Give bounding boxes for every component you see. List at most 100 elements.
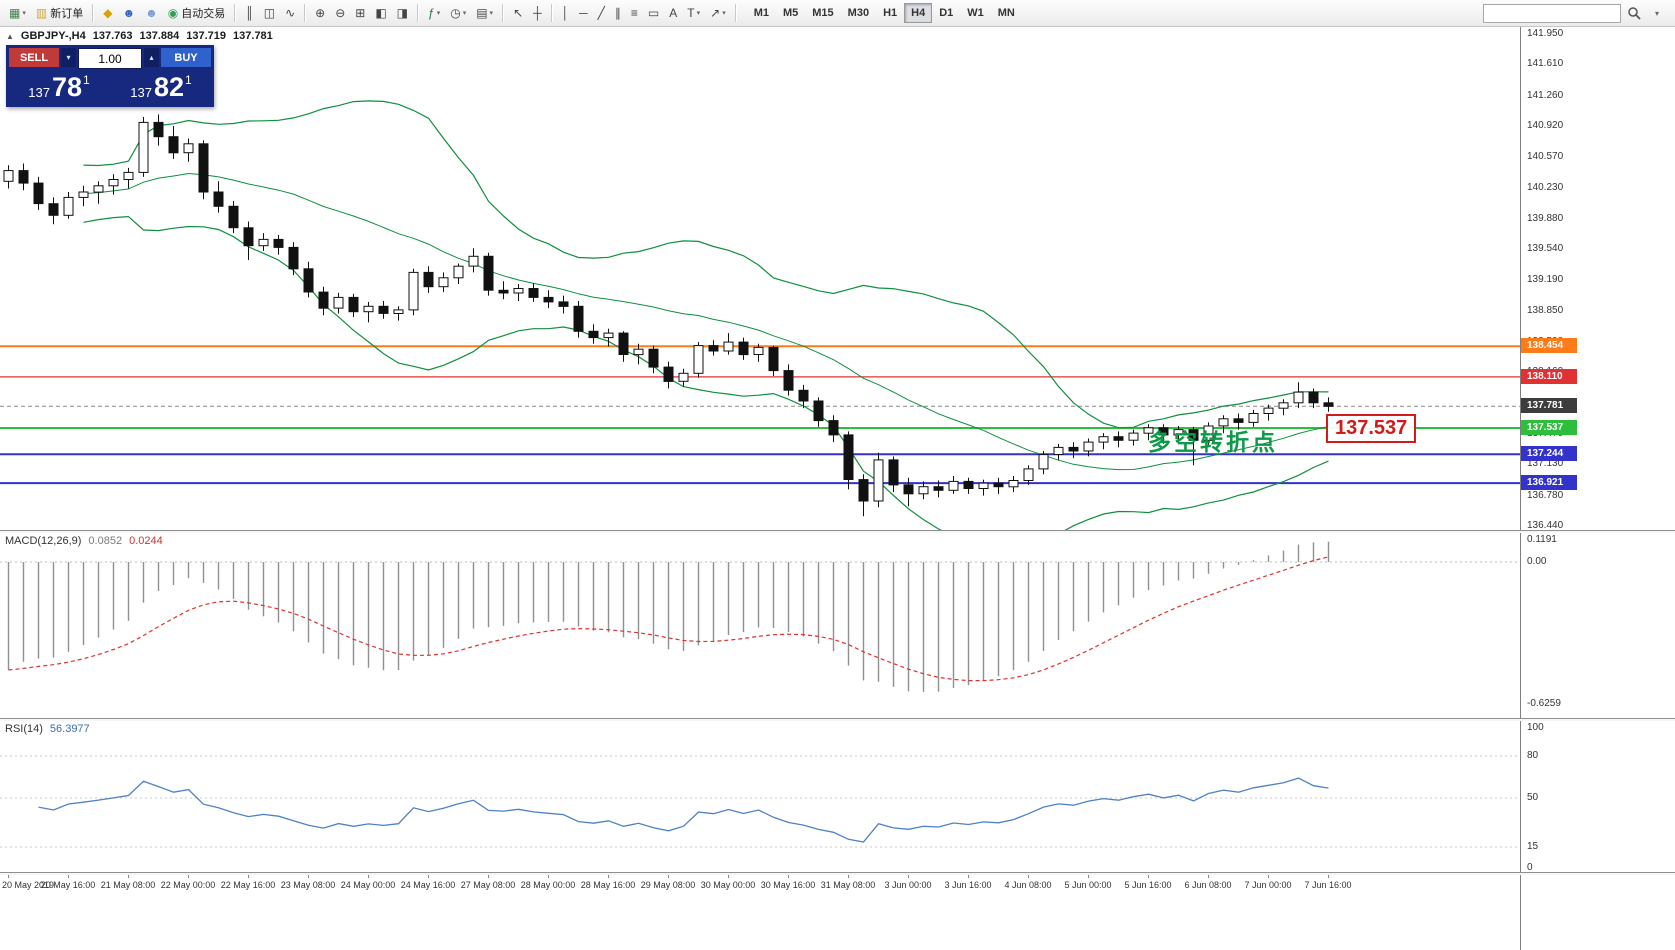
cursor-button[interactable]: ↖	[508, 2, 528, 24]
panel-splitter[interactable]	[0, 530, 1675, 533]
chevron-down-icon: ▾	[436, 10, 441, 17]
rsi-scale-label: 80	[1527, 750, 1539, 761]
sell-button[interactable]: SELL	[9, 48, 59, 67]
fibonacci-button[interactable]: ≡	[626, 2, 643, 24]
horizontal-line-button[interactable]: ─	[574, 2, 593, 24]
time-axis-label: 7 Jun 16:00	[1304, 880, 1352, 890]
crosshair-button[interactable]: ┼	[528, 2, 547, 24]
chart-profiles-icon: ◆	[103, 6, 113, 20]
timeframe-h4-button[interactable]: H4	[904, 3, 933, 23]
price-tick-label: 141.950	[1527, 28, 1564, 39]
zoom-in-button[interactable]: ⊕	[310, 2, 330, 24]
candlestick-type-button[interactable]: ◫	[259, 2, 280, 24]
time-axis[interactable]: 20 May 2019 20 May 16:00 21 May 08:00 22 Ma…	[0, 874, 1520, 950]
volume-down-button[interactable]: ▾	[61, 48, 76, 67]
timeframe-toolbar: M1 M5 M15 M30 H1 H4 D1 W1 MN	[747, 3, 1022, 23]
price-tick-label: 141.260	[1527, 90, 1564, 101]
chart-profiles-button[interactable]: ◆	[98, 2, 117, 24]
time-axis-label: 29 May 08:00	[640, 880, 696, 890]
tile-windows-button[interactable]: ⊞	[350, 2, 370, 24]
time-axis-label: 24 May 00:00	[340, 880, 396, 890]
volume-input[interactable]	[78, 48, 142, 69]
new-chart-button[interactable]: ▦ ▾	[4, 2, 31, 24]
text-label-button[interactable]: T ▾	[682, 2, 705, 24]
bar-chart-type-icon: ║	[245, 6, 254, 20]
time-axis-label: 5 Jun 00:00	[1064, 880, 1112, 890]
vertical-line-button[interactable]: │	[557, 2, 575, 24]
price-chart-panel[interactable]: ▲ GBPJPY-,H4 137.763 137.884 137.719 137…	[0, 26, 1520, 530]
navigator-button[interactable]: ☻	[140, 2, 163, 24]
crosshair-icon: ┼	[533, 6, 542, 20]
search-button[interactable]	[1624, 3, 1644, 23]
price-tick-label: 136.440	[1527, 520, 1564, 531]
time-axis-label: 28 May 00:00	[520, 880, 576, 890]
time-axis-label: 20 May 16:00	[40, 880, 96, 890]
terminal-button[interactable]: ◉ 自动交易	[163, 2, 230, 24]
channel-button[interactable]: ∥	[610, 2, 626, 24]
buy-price-button[interactable]: 137 82 1	[111, 70, 211, 104]
chart-shift-button[interactable]: ◨	[392, 2, 413, 24]
text-button[interactable]: A	[664, 2, 682, 24]
new-order-icon: ▥	[35, 6, 48, 20]
search-dropdown-button[interactable]: ▾	[1654, 8, 1659, 18]
buy-button[interactable]: BUY	[161, 48, 211, 67]
candlestick-type-icon: ◫	[263, 6, 276, 20]
rsi-level-lines	[0, 755, 1520, 848]
time-axis-label: 5 Jun 16:00	[1124, 880, 1172, 890]
chart-text-annotation[interactable]: 多空转折点	[1148, 429, 1278, 455]
timeframe-h1-button[interactable]: H1	[883, 7, 898, 19]
buy-price-big-figure: 137	[130, 84, 152, 100]
time-axis-label: 23 May 08:00	[280, 880, 336, 890]
bar-chart-type-button[interactable]: ║	[240, 2, 259, 24]
time-axis-tick	[728, 874, 729, 878]
time-axis-label: 7 Jun 00:00	[1244, 880, 1292, 890]
macd-indicator-panel[interactable]: MACD(12,26,9) 0.0852 0.0244	[0, 532, 1520, 718]
time-axis-tick	[968, 874, 969, 878]
market-watch-button[interactable]: ☻	[117, 2, 140, 24]
timeframe-m30-button[interactable]: M30	[847, 7, 870, 19]
shapes-button[interactable]: ▭	[643, 2, 664, 24]
time-axis-label: 30 May 16:00	[760, 880, 816, 890]
line-chart-type-button[interactable]: ∿	[280, 2, 300, 24]
timeframe-m15-button[interactable]: M15	[812, 7, 834, 19]
time-axis-label: 3 Jun 16:00	[944, 880, 992, 890]
text-icon: A	[669, 6, 678, 20]
timeframe-m5-button[interactable]: M5	[782, 7, 799, 19]
bid-price-tag: 137.781	[1521, 398, 1577, 413]
timeframe-m1-button[interactable]: M1	[753, 7, 769, 19]
volume-up-button[interactable]: ▴	[144, 48, 159, 67]
indicators-button[interactable]: ƒ ▾	[423, 2, 445, 24]
buy-price-point: 1	[185, 73, 192, 87]
time-axis-label: 27 May 08:00	[460, 880, 516, 890]
timeframe-d1-button[interactable]: D1	[939, 7, 954, 19]
auto-scroll-button[interactable]: ◧	[370, 2, 391, 24]
chevron-down-icon: ▾	[489, 10, 494, 17]
market-watch-icon: ☻	[122, 6, 136, 20]
timeframe-w1-button[interactable]: W1	[967, 7, 984, 19]
periods-button[interactable]: ◷ ▾	[445, 2, 471, 24]
templates-button[interactable]: ▤ ▾	[471, 2, 498, 24]
rsi-indicator-panel[interactable]: RSI(14) 56.3977	[0, 720, 1520, 872]
panel-splitter[interactable]	[0, 872, 1675, 875]
toolbar-separator	[304, 4, 307, 22]
price-axis[interactable]: 141.950 141.610 141.260 140.920 140.570 140.2…	[1520, 26, 1675, 950]
macd-svg	[0, 541, 1520, 692]
price-callout-label[interactable]: 137.537	[1326, 414, 1417, 443]
arrows-button[interactable]: ↗ ▾	[705, 2, 731, 24]
time-axis-tick	[488, 874, 489, 878]
new-order-button[interactable]: ▥ 新订单	[31, 2, 88, 24]
chevron-down-icon: ▾	[696, 10, 701, 17]
arrows-icon: ↗	[710, 6, 721, 20]
time-axis-tick	[188, 874, 189, 878]
panel-splitter[interactable]	[0, 718, 1675, 721]
time-axis-tick	[788, 874, 789, 878]
macd-signal-value: 0.0244	[129, 535, 163, 547]
sell-price-button[interactable]: 137 78 1	[9, 70, 109, 104]
trendline-button[interactable]: ╱	[593, 2, 610, 24]
chart-expand-icon[interactable]: ▲	[6, 31, 14, 41]
timeframe-mn-button[interactable]: MN	[997, 7, 1015, 19]
time-axis-tick	[668, 874, 669, 878]
time-axis-tick	[248, 874, 249, 878]
symbol-search-input[interactable]	[1483, 3, 1621, 23]
zoom-out-button[interactable]: ⊖	[330, 2, 350, 24]
